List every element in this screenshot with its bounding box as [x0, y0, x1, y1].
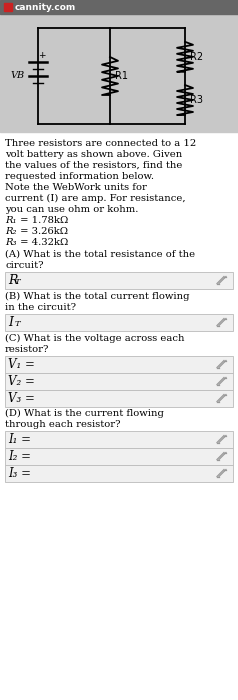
- Text: T: T: [15, 279, 21, 286]
- Bar: [5, 314, 233, 331]
- Text: = 1.78kΩ: = 1.78kΩ: [17, 216, 68, 225]
- Bar: [5, 465, 233, 482]
- Text: +: +: [38, 52, 46, 60]
- Text: R3: R3: [190, 95, 203, 105]
- Text: (D) What is the current flowing: (D) What is the current flowing: [5, 409, 164, 418]
- Text: R₃: R₃: [5, 238, 16, 247]
- Text: in the circuit?: in the circuit?: [5, 303, 76, 312]
- Text: V₃ =: V₃ =: [8, 392, 35, 405]
- Bar: [5, 390, 233, 407]
- Text: you can use ohm or kohm.: you can use ohm or kohm.: [5, 205, 138, 214]
- Bar: [5, 448, 233, 465]
- Text: current (I) are amp. For resistance,: current (I) are amp. For resistance,: [5, 194, 186, 203]
- Text: R2: R2: [190, 52, 203, 62]
- Text: I: I: [8, 316, 13, 329]
- Text: the values of the resistors, find the: the values of the resistors, find the: [5, 161, 182, 170]
- Text: I₃ =: I₃ =: [8, 467, 31, 480]
- Text: R₂: R₂: [5, 227, 16, 236]
- Text: (C) What is the voltage across each: (C) What is the voltage across each: [5, 334, 184, 343]
- Text: R₁: R₁: [5, 216, 16, 225]
- Bar: [5, 272, 233, 289]
- Text: = 4.32kΩ: = 4.32kΩ: [17, 238, 68, 247]
- Text: resistor?: resistor?: [5, 345, 49, 354]
- Text: (A) What is the total resistance of the: (A) What is the total resistance of the: [5, 250, 195, 259]
- Text: cannity.com: cannity.com: [15, 3, 76, 11]
- Text: (B) What is the total current flowing: (B) What is the total current flowing: [5, 292, 189, 301]
- Text: through each resistor?: through each resistor?: [5, 420, 120, 429]
- Text: circuit?: circuit?: [5, 261, 44, 270]
- Text: I₁ =: I₁ =: [8, 433, 31, 446]
- Text: Note the WebWork units for: Note the WebWork units for: [5, 183, 147, 192]
- Text: R: R: [8, 274, 17, 287]
- Bar: [5, 373, 233, 390]
- Text: T: T: [15, 321, 21, 328]
- Text: Three resistors are connected to a 12: Three resistors are connected to a 12: [5, 139, 196, 148]
- Text: I₂ =: I₂ =: [8, 450, 31, 463]
- Text: = 3.26kΩ: = 3.26kΩ: [17, 227, 68, 236]
- Bar: [0, 0, 238, 14]
- Text: requested information below.: requested information below.: [5, 172, 154, 181]
- Bar: [0, 14, 238, 132]
- Bar: [4, 3, 12, 11]
- Text: V₂ =: V₂ =: [8, 375, 35, 388]
- Text: V₁ =: V₁ =: [8, 358, 35, 371]
- Text: R1: R1: [115, 71, 128, 81]
- Text: volt battery as shown above. Given: volt battery as shown above. Given: [5, 150, 182, 159]
- Bar: [5, 356, 233, 373]
- Bar: [5, 431, 233, 448]
- Text: VB: VB: [11, 71, 25, 80]
